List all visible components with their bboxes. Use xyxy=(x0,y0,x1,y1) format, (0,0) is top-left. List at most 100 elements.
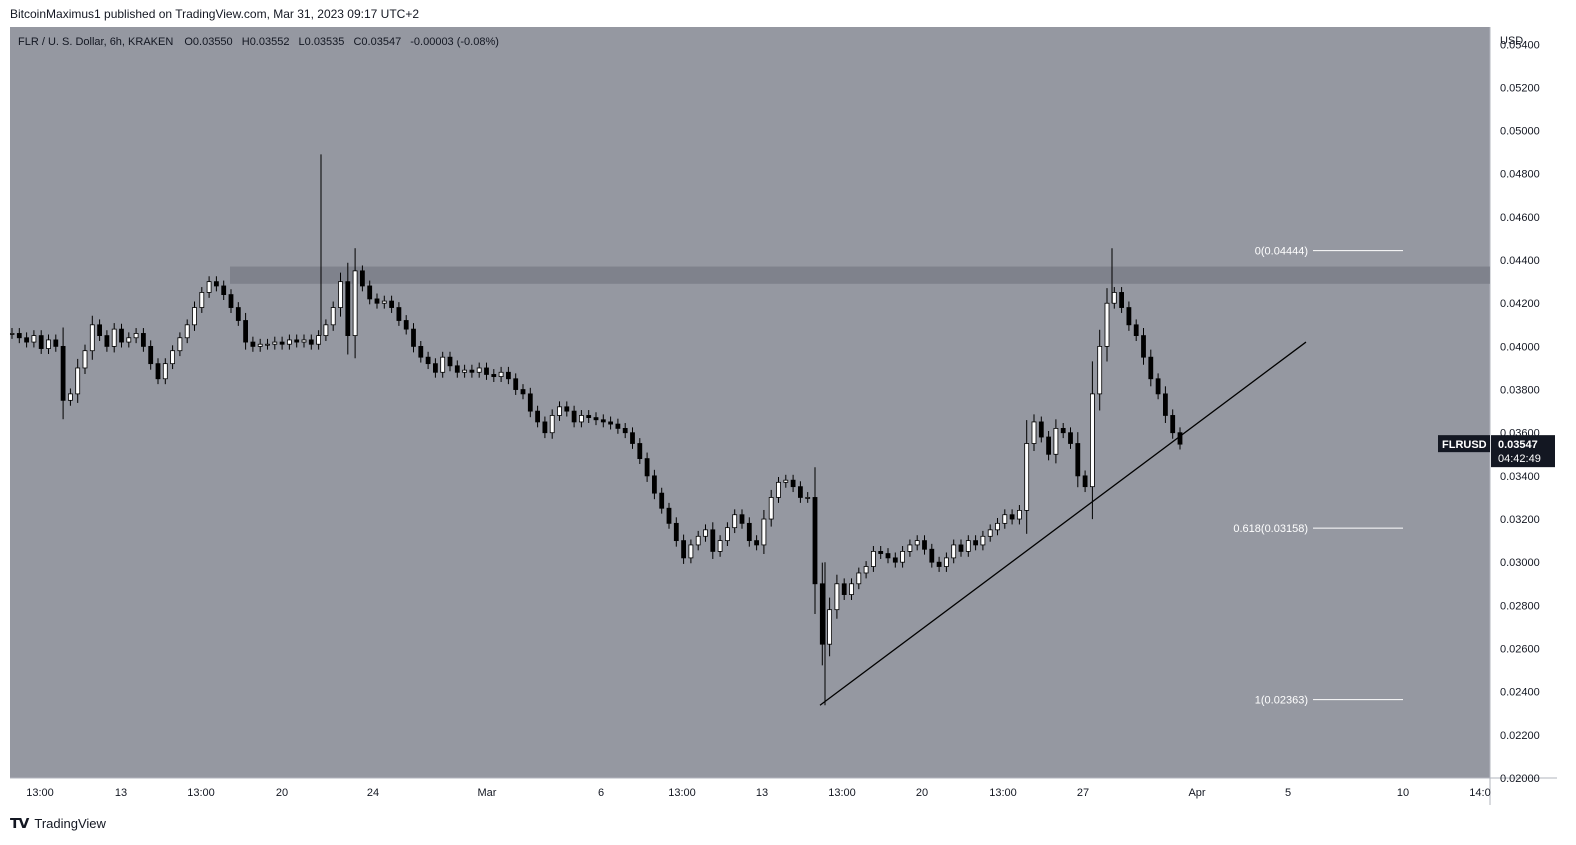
time-axis-ticks: 13:00 13 13:00 20 24 Mar 6 13:00 13 13:00 20 13:00 2… xyxy=(26,787,1490,799)
candle-body xyxy=(1024,443,1030,511)
candle-body xyxy=(1170,415,1176,434)
fib-level-label: 0.618(0.03158) xyxy=(1233,523,1308,535)
candle-body xyxy=(542,421,548,434)
candle-body xyxy=(1104,302,1110,347)
candle-body xyxy=(761,518,767,546)
candle-body xyxy=(746,522,752,542)
price-tick-label: 0.03400 xyxy=(1500,471,1540,483)
candle-body xyxy=(162,363,168,380)
candle-body xyxy=(16,333,22,339)
time-tick-label: 13 xyxy=(115,787,127,799)
candle-body xyxy=(476,367,482,373)
candle-body xyxy=(133,333,139,339)
candle-body xyxy=(1068,432,1073,444)
candle-body xyxy=(549,415,555,434)
candle-body xyxy=(630,432,635,444)
tradingview-brand[interactable]: 𝗧𝗩 TradingView xyxy=(10,815,106,832)
candle-body xyxy=(301,339,307,343)
price-axis-ticks: 0.05400 0.05200 0.05000 0.04800 0.04600 0.044… xyxy=(1500,39,1540,785)
candle-body xyxy=(10,333,15,335)
time-tick-label: 10 xyxy=(1397,787,1409,799)
time-tick-label: 5 xyxy=(1285,787,1291,799)
candle-body xyxy=(213,281,219,287)
candle-body xyxy=(973,540,978,546)
candle-body xyxy=(279,341,285,345)
candle-body xyxy=(192,307,197,326)
candle-body xyxy=(929,548,935,563)
candle-body xyxy=(717,540,723,552)
candle-body xyxy=(104,335,110,347)
candle-body xyxy=(345,281,351,337)
candle-body xyxy=(819,583,825,645)
candle-body xyxy=(783,479,789,483)
time-tick-label: Mar xyxy=(478,787,497,799)
candle-body xyxy=(725,527,730,542)
price-tick-label: 0.02600 xyxy=(1500,644,1540,656)
candle-body xyxy=(177,337,183,352)
ascending-trendline[interactable] xyxy=(819,341,1307,706)
candle-body xyxy=(776,481,781,498)
candle-body xyxy=(637,443,643,460)
price-tick-label: 0.05000 xyxy=(1500,126,1540,138)
candle-body xyxy=(338,281,343,308)
candle-body xyxy=(308,339,314,345)
candle-body xyxy=(1031,421,1037,444)
candle-body xyxy=(1155,378,1161,395)
fib-level-label: 0(0.04444) xyxy=(1255,246,1308,258)
candle-body xyxy=(97,324,102,337)
candle-body xyxy=(111,328,117,347)
candle-body xyxy=(812,497,818,585)
candle-body xyxy=(739,514,745,524)
candle-body xyxy=(228,294,234,308)
candle-body xyxy=(535,410,540,423)
candle-body xyxy=(914,540,920,546)
last-price-tag: FLRUSD 0.03547 04:42:49 xyxy=(1438,435,1555,468)
currency-label: USD xyxy=(1500,35,1523,47)
candle-body xyxy=(75,367,81,395)
chart-frame[interactable]: 0(0.04444) 0.618(0.03158) 1(0.02363) 0.054… xyxy=(10,27,1557,805)
candle-body xyxy=(790,479,796,488)
candle-body xyxy=(652,475,657,494)
candle-body xyxy=(965,540,971,552)
candle-body xyxy=(250,341,256,347)
price-tick-label: 0.03200 xyxy=(1500,514,1540,526)
candle-body xyxy=(579,415,584,423)
candle-body xyxy=(892,557,898,563)
candle-body xyxy=(878,551,884,554)
candle-body xyxy=(841,583,847,595)
candle-body xyxy=(659,492,665,509)
candle-body xyxy=(1009,514,1015,520)
candle-body xyxy=(936,561,942,567)
plot-background xyxy=(10,27,1490,778)
candle-body xyxy=(469,369,475,373)
candlestick-chart[interactable]: 0(0.04444) 0.618(0.03158) 1(0.02363) 0.054… xyxy=(10,27,1557,805)
candle-body xyxy=(666,507,672,524)
time-tick-label: 13:00 xyxy=(187,787,215,799)
candle-body xyxy=(856,572,862,585)
candle-body xyxy=(754,540,759,546)
candle-body xyxy=(586,415,592,419)
candle-body xyxy=(294,339,300,343)
candle-body xyxy=(1111,292,1117,304)
candle-body xyxy=(732,514,738,529)
candle-body xyxy=(206,281,212,293)
candle-body xyxy=(199,292,205,308)
candle-body xyxy=(184,324,190,339)
candle-body xyxy=(462,369,468,373)
candle-body xyxy=(447,356,453,367)
candle-body xyxy=(1082,475,1088,488)
price-tick-label: 0.04400 xyxy=(1500,255,1540,267)
time-tick-label: 27 xyxy=(1077,787,1089,799)
candle-body xyxy=(1141,335,1146,358)
candle-body xyxy=(454,365,460,373)
price-tick-label: 0.04000 xyxy=(1500,341,1540,353)
candle-body xyxy=(126,337,132,343)
candle-body xyxy=(622,427,628,434)
candle-body xyxy=(119,328,124,343)
candle-body xyxy=(235,307,241,321)
candle-body xyxy=(140,333,146,347)
price-tick-label: 0.05400 xyxy=(1500,39,1540,51)
candle-body xyxy=(221,285,227,295)
candle-body xyxy=(871,551,876,567)
fibonacci-group: 0(0.04444) 0.618(0.03158) 1(0.02363) xyxy=(1233,246,1403,707)
